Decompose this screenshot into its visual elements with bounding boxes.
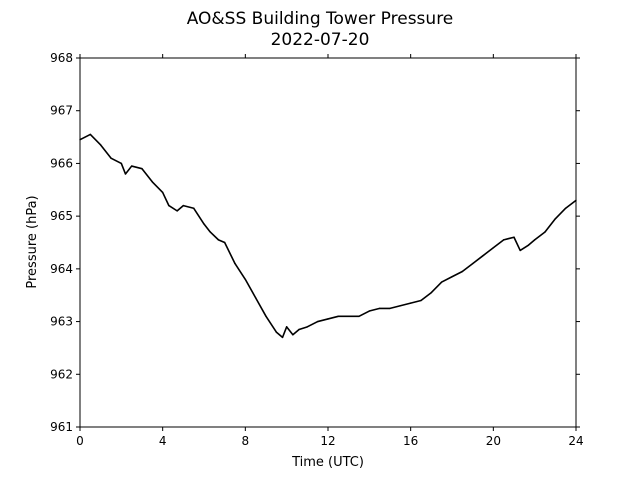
x-tick-label: 12 <box>320 434 335 448</box>
data-point <box>399 305 402 307</box>
y-tick-label: 968 <box>50 51 73 65</box>
data-point <box>316 320 319 323</box>
data-point <box>461 270 464 273</box>
data-point <box>124 173 127 175</box>
x-tick-label: 4 <box>159 434 167 448</box>
data-point <box>440 281 443 283</box>
data-point <box>298 328 300 331</box>
data-point <box>275 331 278 333</box>
y-tick-label: 962 <box>50 367 73 381</box>
data-point <box>265 315 267 317</box>
data-point <box>420 299 422 302</box>
data-point <box>409 302 412 304</box>
data-point <box>519 249 521 252</box>
data-point <box>141 168 143 170</box>
x-tick-label: 20 <box>486 434 501 448</box>
data-point <box>130 165 133 167</box>
data-point <box>554 218 557 220</box>
x-tick-label: 24 <box>568 434 583 448</box>
data-point <box>492 247 495 249</box>
y-tick-label: 964 <box>50 262 73 276</box>
y-tick-label: 961 <box>50 420 73 434</box>
data-point <box>368 310 371 312</box>
data-point <box>244 278 247 281</box>
data-point <box>89 133 92 136</box>
data-point <box>161 191 164 194</box>
y-tick-label: 963 <box>50 315 73 329</box>
data-point <box>544 231 546 233</box>
data-point <box>223 241 226 244</box>
axis-ticks: 0 4 8 12 16 20 24 961 962 963 964 965 966 967 968 <box>50 51 584 448</box>
x-axis-label: Time (UTC) <box>291 455 364 470</box>
data-point <box>292 334 294 336</box>
chart-title: AO&SS Building Tower Pressure <box>187 9 454 29</box>
data-point <box>337 315 340 317</box>
data-point <box>168 204 170 207</box>
x-tick-label: 16 <box>403 434 418 448</box>
data-point <box>564 207 567 209</box>
chart-subtitle: 2022-07-20 <box>271 30 370 50</box>
x-tick-label: 8 <box>242 434 250 448</box>
y-tick-label: 965 <box>50 209 73 223</box>
data-point <box>389 307 391 310</box>
data-point <box>182 204 185 207</box>
data-point <box>192 207 195 209</box>
data-point <box>285 326 288 328</box>
series-layer <box>79 133 577 339</box>
data-point <box>347 315 350 317</box>
y-tick-label: 966 <box>50 156 73 170</box>
data-point <box>234 262 236 265</box>
data-point <box>327 318 329 320</box>
data-point <box>527 244 530 246</box>
data-point <box>217 239 220 241</box>
plot-frame <box>79 57 577 428</box>
data-point <box>281 336 284 339</box>
data-point <box>451 276 453 278</box>
data-point <box>513 236 515 238</box>
data-point <box>120 162 123 165</box>
data-point <box>533 239 536 241</box>
data-point <box>471 262 474 265</box>
pressure-series-line <box>79 133 577 339</box>
data-point <box>378 307 381 310</box>
data-point <box>430 291 433 294</box>
y-axis-label: Pressure (hPa) <box>25 195 40 288</box>
data-point <box>254 297 257 299</box>
data-point <box>110 157 112 159</box>
data-point <box>358 315 360 317</box>
data-point <box>502 239 505 241</box>
x-tick-label: 0 <box>76 434 84 448</box>
data-point <box>151 181 154 183</box>
data-point <box>306 326 309 328</box>
data-point <box>203 223 205 225</box>
data-point <box>209 231 211 233</box>
y-tick-label: 967 <box>50 104 73 118</box>
data-point <box>482 254 484 257</box>
data-point <box>99 144 102 146</box>
data-point <box>176 210 178 212</box>
